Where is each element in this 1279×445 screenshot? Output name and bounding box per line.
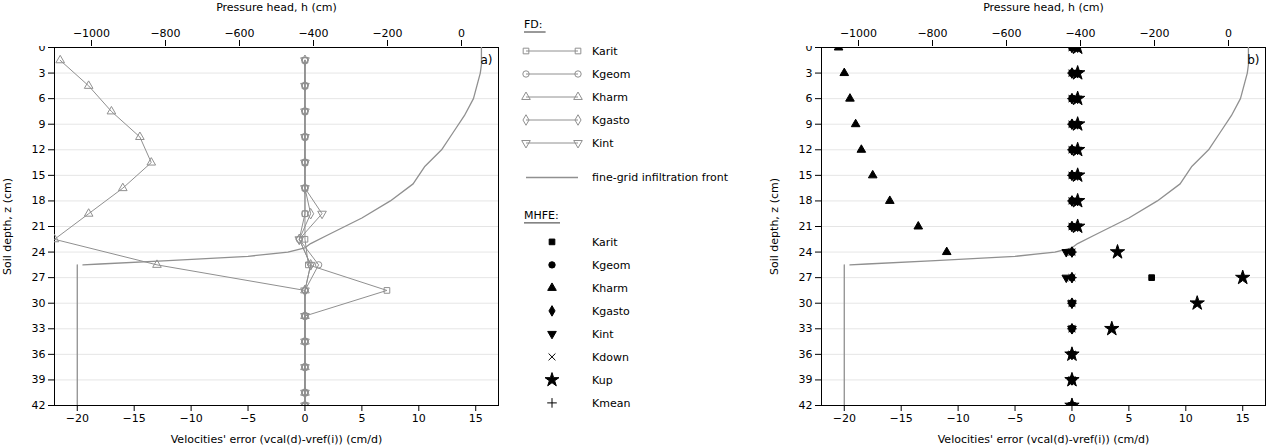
svg-text:−400: −400: [298, 27, 328, 40]
svg-text:fine-grid infiltration front: fine-grid infiltration front: [592, 171, 729, 184]
svg-text:9: 9: [39, 118, 46, 131]
svg-text:0: 0: [806, 46, 813, 54]
svg-text:−200: −200: [372, 27, 402, 40]
svg-text:30: 30: [32, 297, 46, 310]
svg-text:15: 15: [32, 169, 46, 182]
svg-text:24: 24: [32, 246, 46, 259]
svg-text:Kint: Kint: [592, 328, 614, 341]
svg-text:30: 30: [799, 297, 813, 310]
svg-text:5: 5: [1125, 412, 1132, 425]
svg-text:a): a): [480, 53, 492, 67]
svg-text:Soil depth, z (cm): Soil depth, z (cm): [1, 178, 14, 275]
svg-text:3: 3: [39, 67, 46, 80]
svg-text:36: 36: [32, 348, 46, 361]
svg-text:Karit: Karit: [592, 45, 618, 58]
svg-text:Kup: Kup: [592, 374, 613, 387]
svg-text:−1000: −1000: [73, 27, 110, 40]
svg-text:24: 24: [799, 246, 813, 259]
svg-text:18: 18: [799, 194, 813, 207]
svg-text:39: 39: [32, 373, 46, 386]
svg-text:Kmean: Kmean: [592, 397, 630, 410]
svg-text:Velocities' error (vcal(d)-vre: Velocities' error (vcal(d)-vref(i)) (cm/…: [938, 433, 1150, 445]
svg-text:−5: −5: [240, 412, 256, 425]
svg-text:33: 33: [799, 322, 813, 335]
svg-text:21: 21: [32, 220, 46, 233]
svg-text:0: 0: [301, 412, 308, 425]
svg-text:Kint: Kint: [592, 137, 614, 150]
svg-text:MHFE:: MHFE:: [524, 209, 559, 222]
svg-text:−400: −400: [1065, 27, 1095, 40]
svg-text:3: 3: [806, 67, 813, 80]
svg-text:15: 15: [469, 412, 483, 425]
svg-text:6: 6: [806, 92, 813, 105]
svg-text:−15: −15: [123, 412, 146, 425]
svg-text:9: 9: [806, 118, 813, 131]
svg-text:−20: −20: [833, 412, 856, 425]
svg-text:−800: −800: [917, 27, 947, 40]
svg-text:b): b): [1247, 53, 1259, 67]
svg-text:FD:: FD:: [524, 18, 543, 31]
svg-text:12: 12: [799, 143, 813, 156]
svg-text:−800: −800: [150, 27, 180, 40]
svg-text:0: 0: [1225, 27, 1232, 40]
svg-text:−15: −15: [890, 412, 913, 425]
svg-text:0: 0: [1068, 412, 1075, 425]
svg-text:42: 42: [32, 399, 46, 412]
svg-text:Karit: Karit: [592, 236, 618, 249]
svg-text:36: 36: [799, 348, 813, 361]
svg-text:Soil depth, z (cm): Soil depth, z (cm): [768, 178, 781, 275]
svg-text:−10: −10: [180, 412, 203, 425]
svg-text:10: 10: [1179, 412, 1193, 425]
svg-text:15: 15: [1236, 412, 1250, 425]
svg-text:18: 18: [32, 194, 46, 207]
svg-text:−1000: −1000: [840, 27, 877, 40]
svg-text:−5: −5: [1007, 412, 1023, 425]
svg-text:27: 27: [32, 271, 46, 284]
svg-text:39: 39: [799, 373, 813, 386]
svg-text:15: 15: [799, 169, 813, 182]
svg-text:−200: −200: [1139, 27, 1169, 40]
svg-text:10: 10: [412, 412, 426, 425]
svg-text:0: 0: [458, 27, 465, 40]
svg-text:Kgasto: Kgasto: [592, 305, 630, 318]
svg-text:Kgeom: Kgeom: [592, 259, 630, 272]
svg-text:12: 12: [32, 143, 46, 156]
svg-text:42: 42: [799, 399, 813, 412]
svg-text:6: 6: [39, 92, 46, 105]
svg-text:Kharm: Kharm: [592, 282, 628, 295]
svg-text:−10: −10: [947, 412, 970, 425]
svg-text:Kgasto: Kgasto: [592, 114, 630, 127]
svg-text:Velocities' error (vcal(d)-vre: Velocities' error (vcal(d)-vref(i)) (cm/…: [171, 433, 383, 445]
svg-text:0: 0: [39, 46, 46, 54]
svg-text:−600: −600: [991, 27, 1021, 40]
svg-text:Kharm: Kharm: [592, 91, 628, 104]
svg-text:Kdown: Kdown: [592, 351, 629, 364]
svg-text:Pressure head, h (cm): Pressure head, h (cm): [983, 1, 1104, 14]
svg-text:33: 33: [32, 322, 46, 335]
svg-text:5: 5: [358, 412, 365, 425]
svg-text:27: 27: [799, 271, 813, 284]
svg-text:−600: −600: [224, 27, 254, 40]
svg-text:−20: −20: [66, 412, 89, 425]
svg-text:Pressure head, h (cm): Pressure head, h (cm): [216, 1, 337, 14]
svg-text:Kgeom: Kgeom: [592, 68, 630, 81]
svg-text:21: 21: [799, 220, 813, 233]
